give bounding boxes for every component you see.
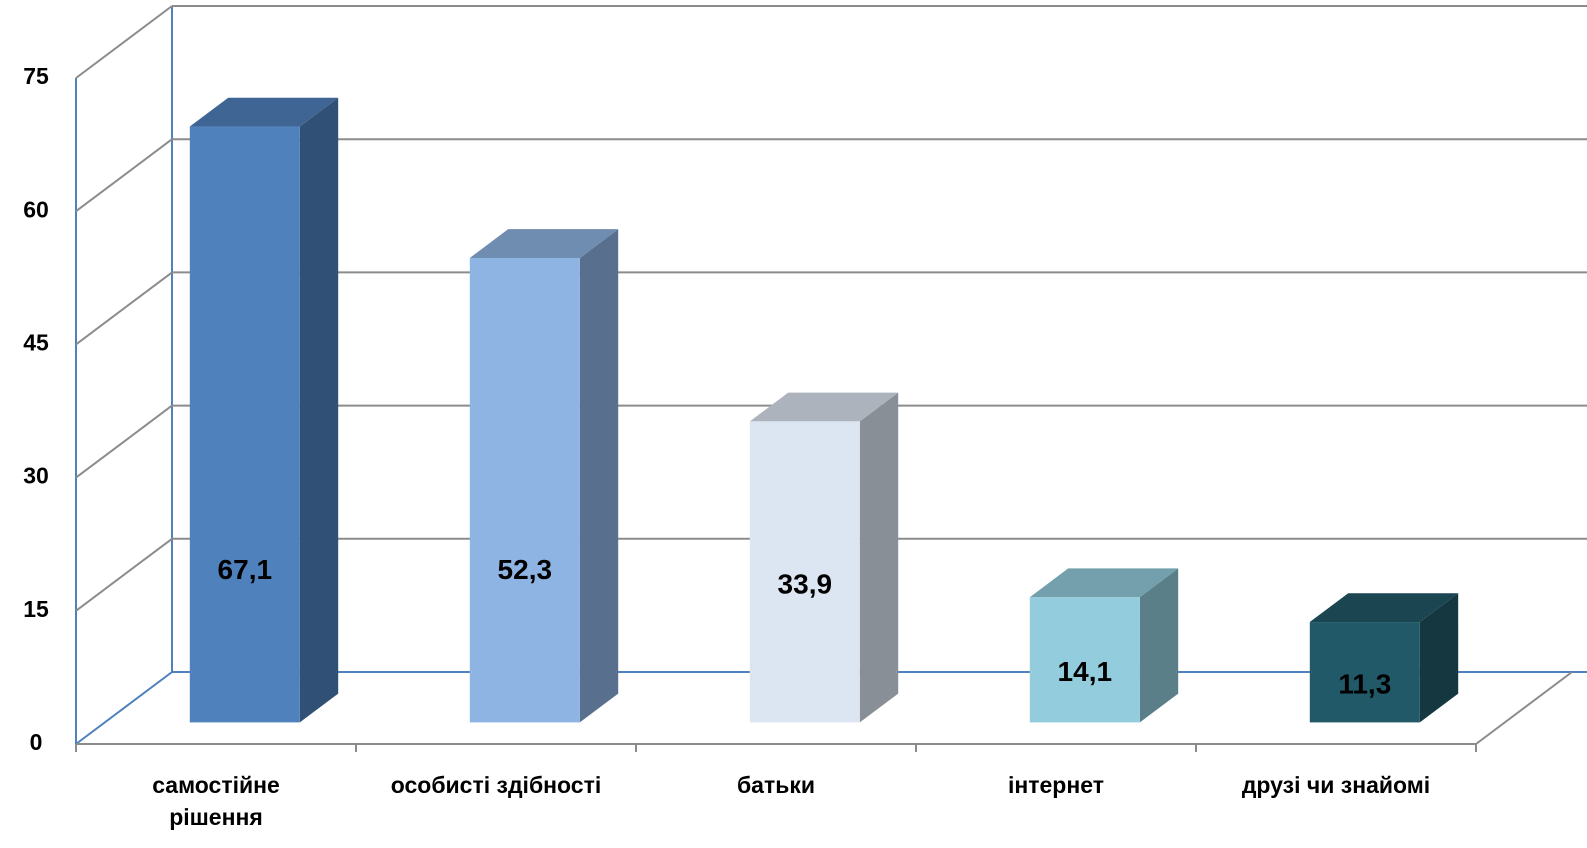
data-label: 14,1 [1058,656,1113,687]
data-label: 67,1 [218,554,273,585]
bar [1029,597,1140,723]
bar-side [1139,568,1179,723]
x-tick-label: самостійне рішення [152,772,280,830]
bar-side [579,229,619,723]
grid-line [75,404,173,479]
x-tick-label: друзі чи знайомі [1241,772,1431,798]
bar [189,126,300,723]
grid-line [75,271,173,346]
y-tick-label: 30 [23,463,49,489]
x-tick-label: батьки [736,772,816,798]
bar-top [189,97,339,127]
bar [469,257,580,723]
bar-side [859,392,899,723]
bar-top [1309,593,1459,623]
x-tick-label: особисті здібності [390,772,602,798]
bar [1309,622,1420,723]
bar-side [299,97,339,723]
grid-line [75,537,173,612]
y-tick-label: 75 [23,63,49,89]
grid-line [75,671,173,745]
grid-line [75,138,173,212]
bar-top [749,392,899,422]
y-tick-label: 60 [23,196,49,222]
bar [749,421,860,723]
bar-top [1029,568,1179,598]
x-tick-label: інтернет [1007,772,1105,798]
y-tick-label: 0 [30,729,43,755]
data-label: 33,9 [778,568,833,599]
y-tick-label: 45 [23,329,49,355]
y-tick-label: 15 [23,596,49,622]
bar-side [1419,593,1459,723]
bar-top [469,229,619,258]
grid-line [75,5,173,79]
data-label: 52,3 [498,554,553,585]
floor-edge [1475,671,1573,745]
data-label: 11,3 [1338,669,1391,700]
